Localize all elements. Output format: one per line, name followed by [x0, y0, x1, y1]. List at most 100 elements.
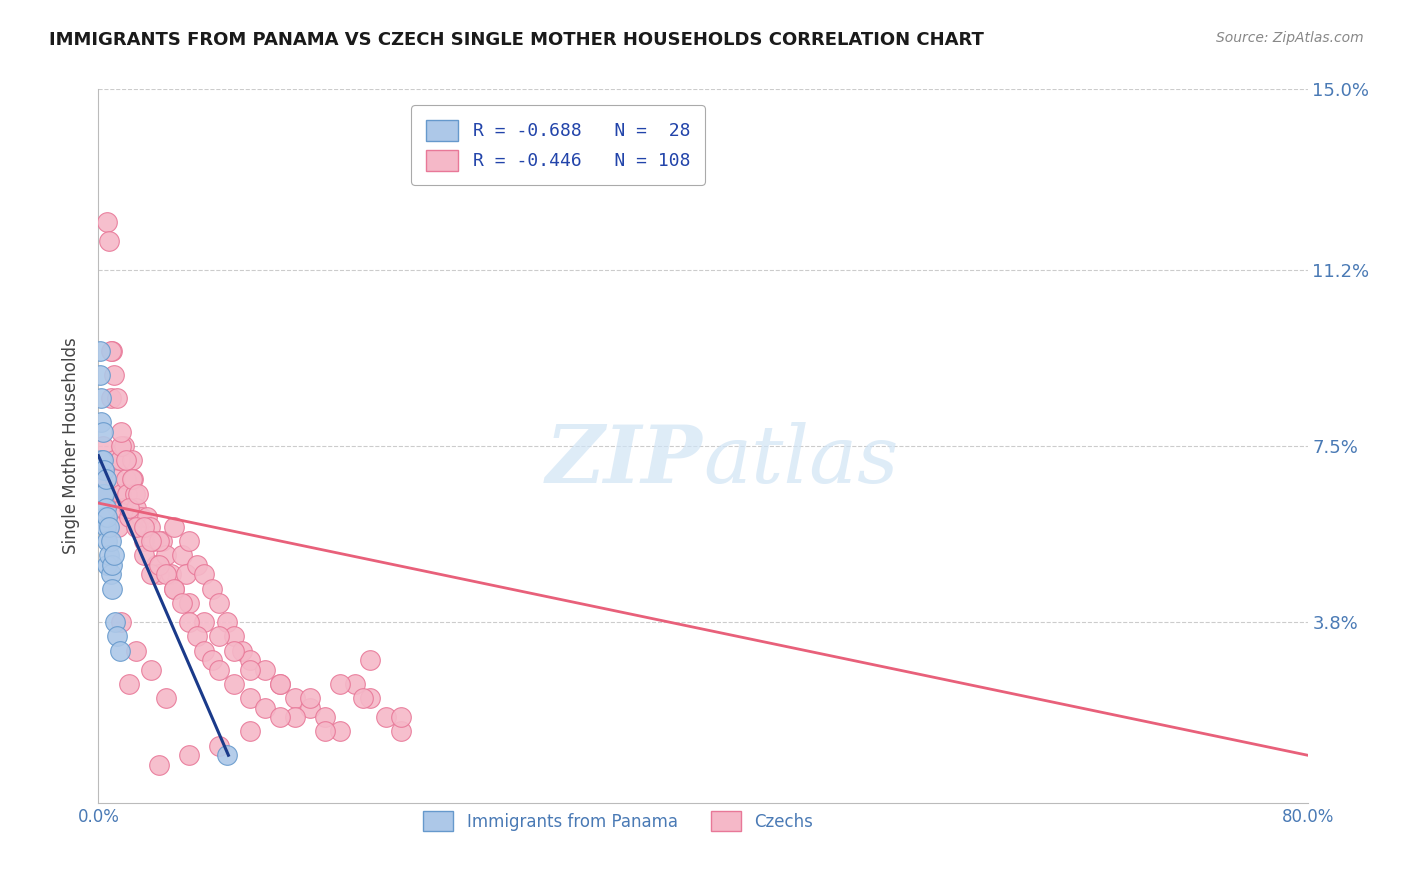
Point: [389, 724, 412, 739]
Point: [101, 343, 124, 358]
Point: [139, 520, 162, 534]
Point: [118, 677, 141, 691]
Point: [299, 691, 322, 706]
Point: [93, 486, 115, 500]
Point: [104, 615, 127, 629]
Point: [121, 453, 143, 467]
Point: [89, 343, 111, 358]
Point: [96, 558, 118, 572]
Point: [100, 534, 122, 549]
Point: [163, 582, 186, 596]
Point: [108, 453, 131, 467]
Point: [121, 472, 143, 486]
Point: [360, 691, 382, 706]
Point: [105, 500, 128, 515]
Point: [239, 691, 262, 706]
Point: [253, 663, 276, 677]
Point: [160, 567, 183, 582]
Point: [100, 392, 122, 406]
Point: [125, 500, 148, 515]
Point: [299, 700, 322, 714]
Point: [269, 677, 291, 691]
Point: [179, 534, 201, 549]
Point: [104, 472, 127, 486]
Point: [224, 629, 246, 643]
Point: [193, 643, 215, 657]
Point: [90, 453, 112, 467]
Point: [208, 739, 231, 753]
Point: [127, 520, 149, 534]
Point: [91, 425, 114, 439]
Point: [98, 520, 121, 534]
Point: [110, 439, 132, 453]
Point: [269, 710, 291, 724]
Point: [170, 549, 193, 563]
Point: [96, 510, 118, 524]
Point: [224, 643, 246, 657]
Point: [103, 453, 125, 467]
Point: [91, 453, 114, 467]
Point: [239, 653, 262, 667]
Point: [208, 596, 231, 610]
Point: [352, 691, 374, 706]
Point: [115, 486, 138, 500]
Point: [118, 500, 141, 515]
Point: [103, 368, 125, 382]
Text: atlas: atlas: [703, 422, 898, 499]
Point: [105, 629, 128, 643]
Point: [163, 582, 186, 596]
Point: [179, 596, 201, 610]
Point: [148, 757, 170, 772]
Point: [125, 643, 148, 657]
Point: [163, 520, 186, 534]
Point: [122, 472, 145, 486]
Point: [344, 677, 367, 691]
Point: [253, 700, 276, 714]
Legend: Immigrants from Panama, Czechs: Immigrants from Panama, Czechs: [416, 805, 820, 838]
Point: [141, 534, 163, 549]
Point: [155, 691, 177, 706]
Point: [239, 724, 262, 739]
Point: [93, 486, 115, 500]
Point: [284, 691, 307, 706]
Point: [314, 724, 336, 739]
Point: [110, 425, 132, 439]
Point: [110, 486, 132, 500]
Point: [360, 653, 382, 667]
Point: [93, 463, 115, 477]
Point: [96, 534, 118, 549]
Point: [148, 567, 170, 582]
Point: [389, 710, 412, 724]
Text: IMMIGRANTS FROM PANAMA VS CZECH SINGLE MOTHER HOUSEHOLDS CORRELATION CHART: IMMIGRANTS FROM PANAMA VS CZECH SINGLE M…: [49, 31, 984, 49]
Point: [94, 472, 117, 486]
Point: [150, 534, 173, 549]
Point: [231, 643, 253, 657]
Point: [269, 677, 291, 691]
Point: [148, 558, 170, 572]
Point: [94, 472, 117, 486]
Point: [107, 520, 129, 534]
Point: [314, 710, 336, 724]
Point: [201, 582, 224, 596]
Point: [98, 235, 121, 249]
Point: [111, 500, 134, 515]
Point: [96, 215, 118, 229]
Point: [114, 472, 136, 486]
Point: [98, 549, 121, 563]
Point: [100, 343, 122, 358]
Point: [89, 368, 111, 382]
Point: [329, 677, 352, 691]
Point: [101, 558, 124, 572]
Point: [135, 510, 157, 524]
Point: [105, 392, 128, 406]
Point: [90, 392, 112, 406]
Point: [215, 615, 238, 629]
Point: [100, 567, 122, 582]
Point: [90, 415, 112, 429]
Point: [103, 549, 125, 563]
Point: [239, 663, 262, 677]
Point: [170, 596, 193, 610]
Point: [132, 534, 155, 549]
Point: [125, 520, 148, 534]
Point: [129, 510, 152, 524]
